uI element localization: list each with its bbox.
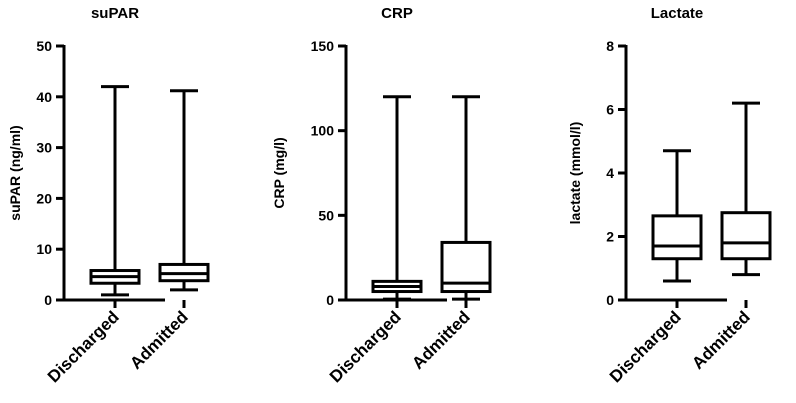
- chart-title: Lactate: [651, 5, 704, 22]
- y-tick-label: 6: [606, 102, 614, 118]
- x-category-label: Discharged: [44, 307, 123, 386]
- x-category-label: Discharged: [606, 307, 685, 386]
- y-axis-label: suPAR (ng/ml): [7, 125, 23, 220]
- y-tick-label: 4: [606, 165, 614, 181]
- lactate-panel: Lactate lactate (mmol/l) 0 2 4 6 8 Discharged…: [567, 5, 772, 386]
- iqr-box: [651, 214, 703, 261]
- y-tick-label: 150: [311, 38, 335, 54]
- y-axis-label: CRP (mg/l): [271, 137, 287, 208]
- y-tick-label: 100: [311, 123, 335, 139]
- y-tick-label: 8: [606, 38, 614, 54]
- x-category-label: Admitted: [408, 307, 474, 373]
- y-tick-label: 30: [36, 140, 52, 156]
- chart-title: CRP: [381, 5, 413, 22]
- y-tick-label: 0: [44, 292, 52, 308]
- y-axis-label: lactate (mmol/l): [567, 122, 583, 225]
- y-tick-label: 50: [36, 38, 52, 54]
- chart-title: suPAR: [91, 5, 139, 22]
- suPAR-panel: suPAR suPAR (ng/ml) 0 10 20 30 40 50 Discharge…: [7, 5, 210, 386]
- y-tick-label: 40: [36, 89, 52, 105]
- x-category-label: Discharged: [326, 307, 405, 386]
- y-tick-label: 50: [318, 207, 334, 223]
- y-tick-label: 20: [36, 190, 52, 206]
- y-tick-label: 2: [606, 229, 614, 245]
- CRP-panel: CRP CRP (mg/l) 0 50 100 150 Discharged Admitt…: [271, 5, 492, 386]
- iqr-box: [720, 211, 772, 261]
- y-tick-label: 0: [606, 292, 614, 308]
- x-category-label: Admitted: [688, 307, 754, 373]
- y-tick-label: 10: [36, 241, 52, 257]
- x-category-label: Admitted: [126, 307, 192, 373]
- y-tick-label: 0: [326, 292, 334, 308]
